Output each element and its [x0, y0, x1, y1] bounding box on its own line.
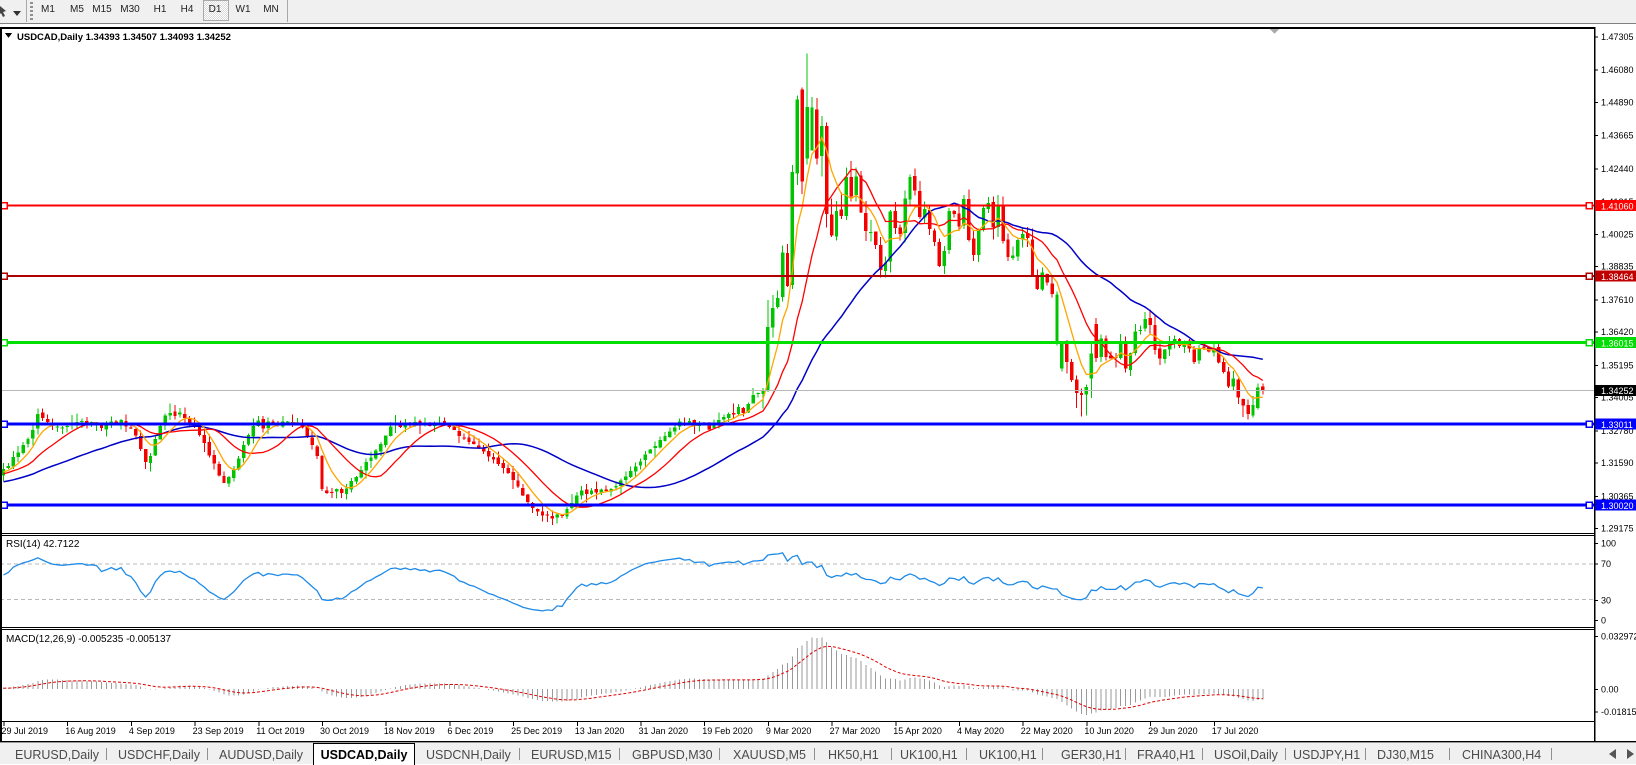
svg-text:1.30365: 1.30365 — [1601, 491, 1634, 501]
svg-text:30 Oct 2019: 30 Oct 2019 — [320, 726, 369, 736]
svg-text:1.41060: 1.41060 — [1601, 202, 1634, 212]
svg-text:100: 100 — [1601, 538, 1616, 548]
svg-text:29 Jun 2020: 29 Jun 2020 — [1148, 726, 1198, 736]
svg-text:29 Jul 2019: 29 Jul 2019 — [2, 726, 49, 736]
svg-text:16 Aug 2019: 16 Aug 2019 — [65, 726, 116, 736]
svg-text:30: 30 — [1601, 595, 1611, 605]
svg-text:RSI(14) 42.7122: RSI(14) 42.7122 — [6, 539, 80, 550]
svg-text:1.32780: 1.32780 — [1601, 426, 1634, 436]
svg-text:1.29175: 1.29175 — [1601, 524, 1634, 534]
svg-text:9 Mar 2020: 9 Mar 2020 — [766, 726, 812, 736]
svg-text:4 Sep 2019: 4 Sep 2019 — [129, 726, 175, 736]
svg-text:1.37610: 1.37610 — [1601, 295, 1634, 305]
svg-text:1.47305: 1.47305 — [1601, 32, 1634, 42]
svg-text:18 Nov 2019: 18 Nov 2019 — [384, 726, 435, 736]
svg-text:4 May 2020: 4 May 2020 — [957, 726, 1004, 736]
svg-text:1.31590: 1.31590 — [1601, 458, 1634, 468]
svg-text:1.35195: 1.35195 — [1601, 360, 1634, 370]
svg-text:1.40025: 1.40025 — [1601, 229, 1634, 239]
svg-text:15 Apr 2020: 15 Apr 2020 — [893, 726, 942, 736]
svg-text:1.42440: 1.42440 — [1601, 164, 1634, 174]
svg-text:31 Jan 2020: 31 Jan 2020 — [639, 726, 689, 736]
svg-text:1.38835: 1.38835 — [1601, 262, 1634, 272]
svg-text:1.34005: 1.34005 — [1601, 393, 1634, 403]
svg-text:USDCAD,Daily 1.34393 1.34507: USDCAD,Daily 1.34393 1.34507 1.34093 1.3… — [17, 32, 231, 43]
svg-text:1.38464: 1.38464 — [1601, 272, 1634, 282]
svg-text:27 Mar 2020: 27 Mar 2020 — [830, 726, 881, 736]
svg-text:-0.018154: -0.018154 — [1601, 707, 1636, 717]
svg-text:1.43665: 1.43665 — [1601, 131, 1634, 141]
svg-text:MACD(12,26,9) -0.005235 -0.005: MACD(12,26,9) -0.005235 -0.005137 — [6, 634, 172, 645]
svg-text:1.46080: 1.46080 — [1601, 65, 1634, 75]
svg-text:6 Dec 2019: 6 Dec 2019 — [447, 726, 493, 736]
svg-text:0.00: 0.00 — [1601, 685, 1619, 695]
svg-text:1.34252: 1.34252 — [1601, 386, 1634, 396]
svg-text:19 Feb 2020: 19 Feb 2020 — [702, 726, 753, 736]
svg-text:13 Jan 2020: 13 Jan 2020 — [575, 726, 625, 736]
svg-text:70: 70 — [1601, 559, 1611, 569]
svg-text:10 Jun 2020: 10 Jun 2020 — [1084, 726, 1134, 736]
svg-text:1.36015: 1.36015 — [1601, 338, 1634, 348]
svg-text:23 Sep 2019: 23 Sep 2019 — [193, 726, 244, 736]
svg-text:0: 0 — [1601, 616, 1606, 626]
svg-text:1.44890: 1.44890 — [1601, 97, 1634, 107]
svg-text:25 Dec 2019: 25 Dec 2019 — [511, 726, 562, 736]
svg-text:1.36420: 1.36420 — [1601, 327, 1634, 337]
svg-text:17 Jul 2020: 17 Jul 2020 — [1212, 726, 1259, 736]
svg-text:1.30020: 1.30020 — [1601, 501, 1634, 511]
svg-text:11 Oct 2019: 11 Oct 2019 — [256, 726, 304, 736]
svg-text:22 May 2020: 22 May 2020 — [1021, 726, 1073, 736]
svg-text:1.33011: 1.33011 — [1601, 420, 1633, 430]
svg-text:0.032972: 0.032972 — [1601, 632, 1636, 642]
